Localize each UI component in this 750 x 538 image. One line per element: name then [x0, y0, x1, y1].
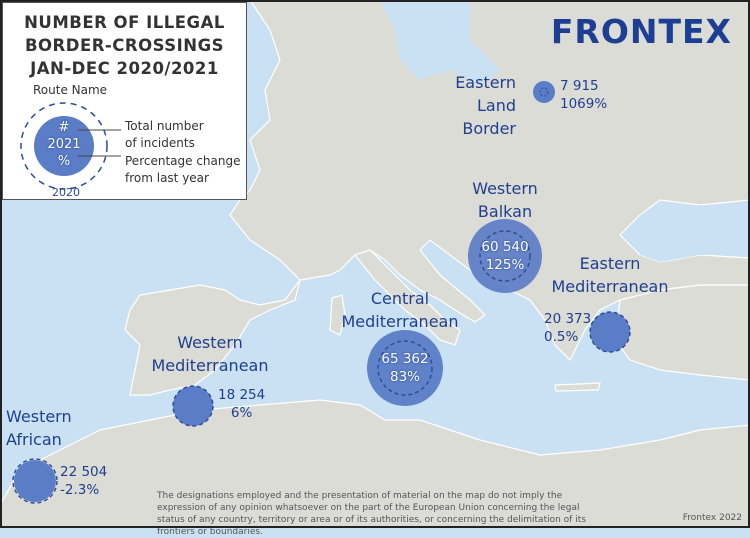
legend-circle-text: # 2021 % — [44, 119, 84, 170]
route-name-line: Mediterranean — [341, 312, 459, 331]
route-values-western-mediterranean: 18 254 6% — [218, 386, 265, 422]
route-name-line: Eastern — [455, 73, 516, 92]
route-total: 60 540 — [481, 239, 529, 255]
route-name-line: Western — [6, 407, 72, 426]
title-line: NUMBER OF ILLEGAL — [24, 13, 225, 32]
route-name-line: Mediterranean — [551, 277, 669, 296]
route-values-western-african: 22 504 -2.3% — [60, 463, 107, 499]
route-circle-western-mediterranean — [172, 385, 214, 427]
route-total: 22 504 — [60, 464, 108, 480]
route-name-line: Western — [472, 179, 538, 198]
legend-symbol — [20, 102, 121, 190]
legend-box: NUMBER OF ILLEGAL BORDER-CROSSINGS JAN-D… — [2, 2, 247, 200]
route-name-line: Balkan — [477, 202, 533, 221]
route-name-line: Land Border — [462, 96, 516, 138]
route-values-eastern-land-border: 7 915 1069% — [560, 77, 607, 113]
legend-percent: % — [57, 154, 71, 169]
route-values-western-balkan: 60 540 125% — [470, 238, 540, 274]
credit: Frontex 2022 — [682, 513, 742, 523]
route-circle-western-balkan — [468, 219, 542, 293]
route-change: 6% — [230, 405, 253, 421]
route-values-eastern-mediterranean: 20 373 0.5% — [544, 310, 591, 346]
route-circle-eastern-mediterranean — [589, 311, 631, 353]
route-label-eastern-land-border: Eastern Land Border — [440, 71, 516, 140]
route-total: 7 915 — [560, 78, 599, 94]
legend-line: of incidents — [125, 136, 195, 150]
route-circle-western-african — [12, 458, 58, 504]
route-name-line: Mediterranean — [151, 356, 269, 375]
legend-year-2020: 2020 — [52, 186, 80, 199]
route-change: 125% — [485, 257, 525, 273]
legend-year-2021: 2021 — [47, 137, 81, 152]
route-circle-central-mediterranean — [367, 330, 443, 406]
legend-line: from last year — [125, 171, 209, 185]
route-name-line: Central — [370, 289, 430, 308]
route-label-eastern-mediterranean: Eastern Mediterranean — [550, 252, 670, 298]
title-line: BORDER-CROSSINGS — [24, 36, 225, 55]
route-label-western-balkan: Western Balkan — [455, 177, 555, 223]
legend-route-name: Route Name — [33, 83, 108, 97]
route-label-central-mediterranean: Central Mediterranean — [340, 287, 460, 333]
disclaimer: The designations employed and the presen… — [157, 491, 586, 537]
map-title: NUMBER OF ILLEGAL BORDER-CROSSINGS JAN-D… — [3, 11, 246, 80]
black-sea — [640, 205, 750, 262]
route-name-line: Western — [177, 333, 243, 352]
route-circle-eastern-land-border — [533, 81, 555, 103]
legend-change-label: Percentage change from last year — [125, 153, 240, 187]
frontex-logo: FRONTEX — [550, 12, 732, 51]
route-label-western-mediterranean: Western Mediterranean — [150, 331, 270, 377]
route-change: 83% — [389, 369, 420, 385]
legend-hash: # — [58, 120, 70, 135]
legend-line: Percentage change — [125, 154, 241, 168]
route-values-central-mediterranean: 65 362 83% — [370, 350, 440, 386]
route-total: 65 362 — [381, 351, 429, 367]
legend-line: Total number — [125, 119, 204, 133]
route-label-western-african: Western African — [6, 405, 72, 451]
route-total: 20 373 — [544, 311, 592, 327]
route-change: -2.3% — [60, 482, 100, 498]
route-name-line: Eastern — [579, 254, 641, 273]
route-name-line: African — [6, 430, 62, 449]
route-change: 1069% — [560, 96, 608, 112]
route-total: 18 254 — [218, 387, 266, 403]
title-line: JAN-DEC 2020/2021 — [30, 59, 219, 78]
route-change: 0.5% — [544, 329, 579, 345]
baltic-sea — [380, 0, 500, 85]
legend-total-label: Total number of incidents — [125, 118, 204, 152]
